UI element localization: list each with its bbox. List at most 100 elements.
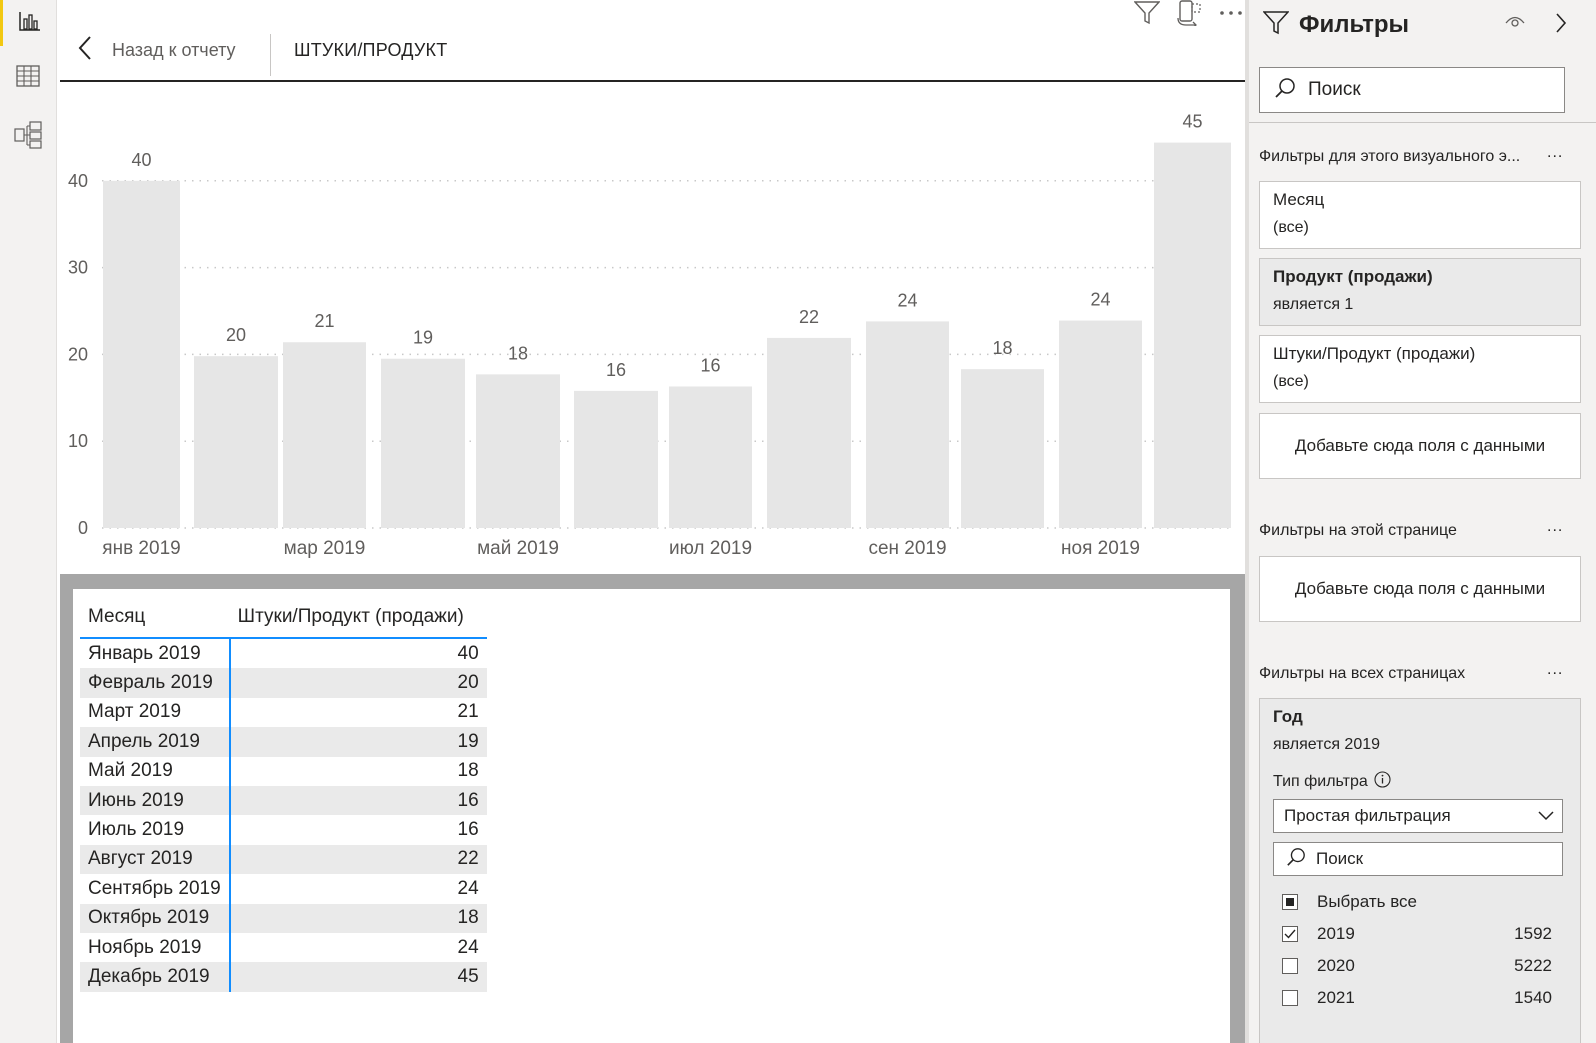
- table-cell-value: 21: [457, 701, 479, 723]
- select-all-option[interactable]: Выбрать все: [1282, 890, 1552, 914]
- chevron-down-icon: [1538, 806, 1554, 826]
- chart-bar[interactable]: [961, 369, 1044, 528]
- eye-icon[interactable]: [1505, 14, 1525, 33]
- filters-pane-header: Фильтры: [1262, 8, 1409, 42]
- table-cell-value: 24: [457, 877, 479, 899]
- chart-bar[interactable]: [381, 358, 465, 528]
- data-table: Месяц Штуки/Продукт (продажи) Январь 201…: [80, 597, 487, 992]
- visual-title: ШТУКИ/ПРОДУКТ: [294, 40, 448, 60]
- filter-card-name: Месяц: [1273, 190, 1325, 209]
- model-view-button[interactable]: [0, 114, 56, 160]
- page-filters-more[interactable]: ...: [1547, 518, 1564, 535]
- filter-card-month[interactable]: Месяц (все): [1259, 181, 1581, 249]
- chart-bar[interactable]: [1059, 320, 1142, 528]
- data-label: 16: [606, 360, 626, 380]
- table-row[interactable]: Февраль 2019 20: [80, 668, 487, 698]
- more-options-icon[interactable]: [1217, 0, 1245, 26]
- drill-through-icon[interactable]: [1175, 0, 1203, 26]
- year-option[interactable]: 2020 5222: [1282, 954, 1552, 978]
- table-row[interactable]: Сентябрь 2019 24: [80, 874, 487, 904]
- filter-card-name: Год: [1273, 707, 1303, 726]
- table-row[interactable]: Июнь 2019 16: [80, 785, 487, 816]
- table-cell-value: 18: [457, 760, 479, 782]
- chart-bar[interactable]: [194, 356, 278, 528]
- data-label: 22: [799, 307, 819, 327]
- year-option-label: 2020: [1317, 956, 1355, 975]
- year-search-input[interactable]: Поиск: [1273, 842, 1563, 876]
- table-row[interactable]: Май 2019 18: [80, 756, 487, 786]
- filter-card-year[interactable]: Год является 2019 Тип фильтра Простая фи…: [1259, 698, 1581, 1043]
- visual-filters-more[interactable]: ...: [1547, 144, 1564, 161]
- table-cell-month: Ноябрь 2019: [80, 932, 231, 963]
- year-option-count: 1540: [1514, 988, 1552, 1007]
- table-row[interactable]: Декабрь 2019 45: [80, 962, 487, 992]
- chart-bar[interactable]: [1154, 142, 1231, 528]
- column-header-value[interactable]: Штуки/Продукт (продажи): [229, 597, 487, 639]
- page-filters-title: Фильтры на этой странице: [1259, 522, 1457, 539]
- table-cell-value: 40: [457, 642, 479, 664]
- check-icon: [1284, 929, 1296, 939]
- select-all-checkbox[interactable]: [1282, 894, 1298, 910]
- all-pages-filters-more[interactable]: ...: [1547, 661, 1564, 678]
- table-header-row: Месяц Штуки/Продукт (продажи): [80, 597, 487, 639]
- table-row[interactable]: Август 2019 22: [80, 844, 487, 875]
- column-header-month[interactable]: Месяц: [80, 597, 230, 639]
- header-divider: [270, 34, 271, 76]
- chart-bar[interactable]: [103, 180, 180, 529]
- table-icon: [16, 64, 40, 92]
- data-label: 24: [897, 290, 917, 310]
- chart-bar[interactable]: [283, 342, 366, 528]
- focus-mode-header: Назад к отчету ШТУКИ/ПРОДУКТ: [60, 0, 1245, 82]
- chart-bar[interactable]: [767, 337, 851, 528]
- data-label: 16: [700, 356, 720, 376]
- table-row[interactable]: Ноябрь 2019 24: [80, 932, 487, 963]
- table-row[interactable]: Октябрь 2019 18: [80, 903, 487, 933]
- table-cell-month: Сентябрь 2019: [80, 874, 231, 904]
- visual-filters-drop-zone[interactable]: Добавьте сюда поля с данными: [1259, 413, 1581, 479]
- page-filters-drop-zone[interactable]: Добавьте сюда поля с данными: [1259, 556, 1581, 622]
- data-label: 20: [226, 325, 246, 345]
- table-row[interactable]: Апрель 2019 19: [80, 727, 487, 757]
- collapse-pane-icon[interactable]: [1555, 12, 1567, 39]
- model-icon: [14, 120, 42, 154]
- chart-bar[interactable]: [476, 374, 560, 528]
- y-tick-label: 0: [78, 518, 88, 538]
- report-view-button[interactable]: [0, 0, 56, 46]
- chart-bar[interactable]: [574, 390, 658, 528]
- pane-divider: [1245, 0, 1249, 1043]
- year-option[interactable]: 2021 1540: [1282, 986, 1552, 1010]
- year-checkbox[interactable]: [1282, 958, 1298, 974]
- table-cell-month: Январь 2019: [80, 638, 231, 669]
- table-row[interactable]: Январь 2019 40: [80, 638, 487, 669]
- filter-type-dropdown[interactable]: Простая фильтрация: [1273, 799, 1563, 833]
- data-label: 45: [1182, 112, 1202, 132]
- filter-card-name: Продукт (продажи): [1273, 267, 1433, 286]
- chart-bar[interactable]: [866, 321, 949, 528]
- filter-card-name: Штуки/Продукт (продажи): [1273, 344, 1476, 363]
- filter-card-units-per-product[interactable]: Штуки/Продукт (продажи) (все): [1259, 335, 1581, 403]
- table-row[interactable]: Март 2019 21: [80, 697, 487, 728]
- filters-search-input[interactable]: Поиск: [1259, 67, 1565, 113]
- filter-card-product[interactable]: Продукт (продажи) является 1: [1259, 258, 1581, 326]
- info-icon[interactable]: [1374, 771, 1391, 793]
- chart-bar[interactable]: [669, 386, 752, 528]
- data-label: 24: [1090, 290, 1110, 310]
- filter-icon[interactable]: [1133, 0, 1161, 26]
- report-canvas: Назад к отчету ШТУКИ/ПРОДУКТ 0 10 20 30 40 40…: [60, 0, 1245, 1043]
- back-to-report-button[interactable]: Назад к отчету: [78, 32, 236, 68]
- chevron-left-icon: [78, 35, 92, 65]
- data-view-button[interactable]: [0, 55, 56, 101]
- year-checkbox[interactable]: [1282, 990, 1298, 1006]
- x-tick-label: ноя 2019: [1061, 538, 1140, 559]
- y-tick-label: 30: [68, 258, 88, 278]
- table-cell-month: Май 2019: [80, 756, 231, 786]
- x-tick-label: сен 2019: [868, 538, 946, 559]
- table-cell-value: 19: [229, 727, 487, 757]
- partial-check-mark: [1286, 898, 1294, 906]
- year-checkbox[interactable]: [1282, 926, 1298, 942]
- year-option[interactable]: 2019 1592: [1282, 922, 1552, 946]
- table-visual: Месяц Штуки/Продукт (продажи) Январь 201…: [73, 589, 1230, 1043]
- table-row[interactable]: Июль 2019 16: [80, 815, 487, 845]
- canvas-edge: [57, 0, 60, 1043]
- table-cell-month: Июль 2019: [80, 815, 231, 845]
